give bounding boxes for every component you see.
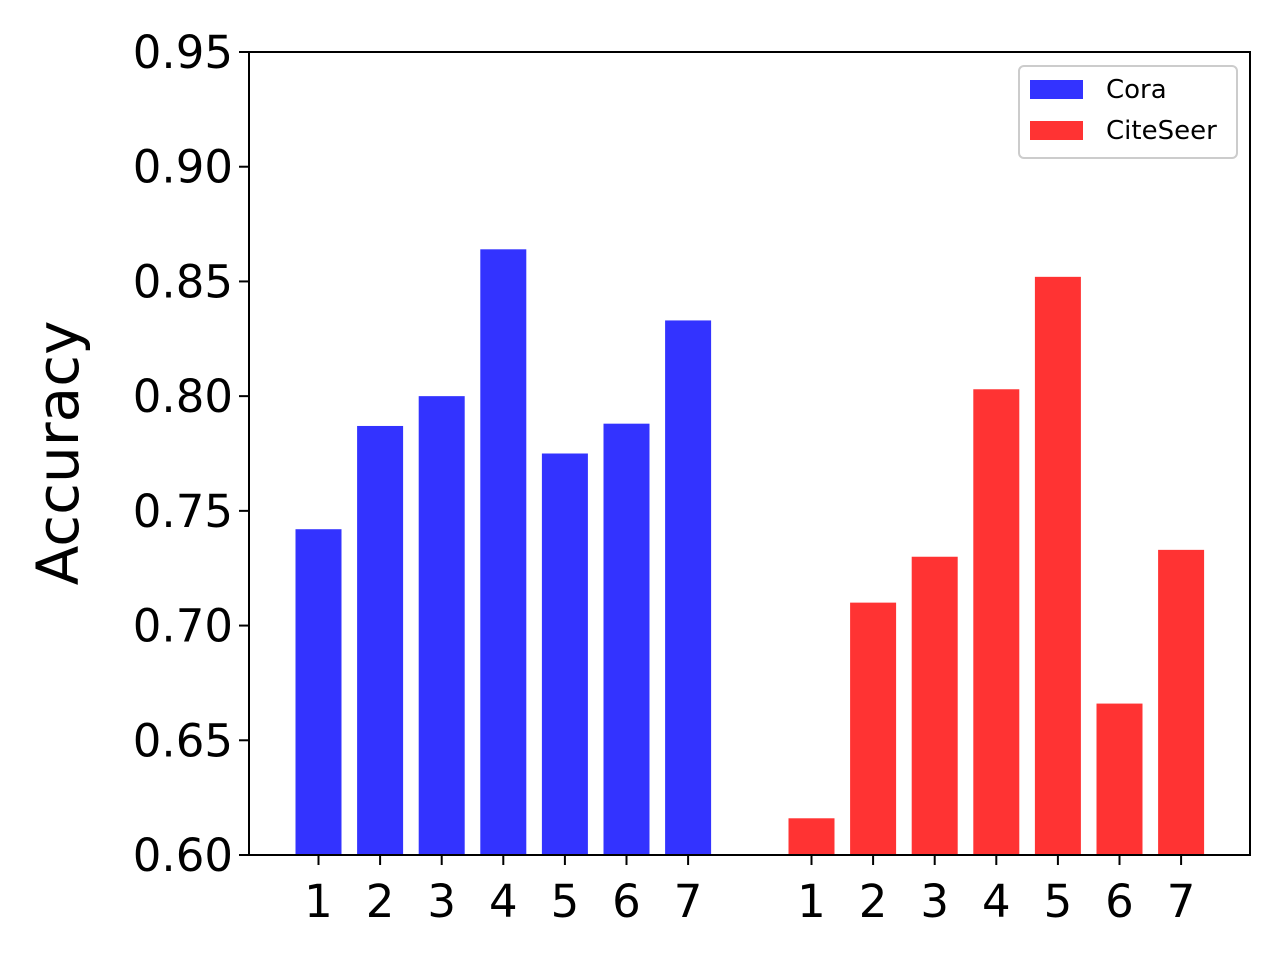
y-tick-label: 0.70 — [133, 600, 233, 653]
legend-label-cora: Cora — [1106, 75, 1167, 105]
y-axis-title: Accuracy — [24, 321, 92, 586]
bar-cora-6 — [603, 423, 650, 855]
legend-swatch-citeseer — [1030, 121, 1083, 140]
bars-layer — [295, 249, 1205, 856]
plot-frame — [248, 51, 1251, 856]
legend: Cora CiteSeer — [1018, 65, 1238, 159]
bar-citeseer-5 — [1034, 276, 1081, 856]
legend-label-citeseer: CiteSeer — [1106, 116, 1217, 146]
y-tick-label: 0.65 — [133, 714, 233, 767]
legend-swatch-cora — [1030, 80, 1083, 99]
x-tick-label: 5 — [1044, 875, 1073, 928]
bar-cora-1 — [295, 529, 342, 855]
bar-cora-4 — [480, 249, 527, 855]
y-tick-label: 0.90 — [133, 141, 233, 194]
bar-cora-5 — [541, 453, 588, 855]
bar-citeseer-3 — [911, 556, 958, 855]
bar-citeseer-2 — [850, 602, 897, 855]
bar-cora-7 — [665, 320, 712, 856]
bar-citeseer-1 — [788, 818, 835, 855]
y-tick-label: 0.75 — [133, 485, 233, 538]
x-tick-label: 1 — [797, 875, 826, 928]
x-tick-label: 2 — [859, 875, 888, 928]
x-tick-label: 6 — [1105, 875, 1134, 928]
x-tick-label: 3 — [920, 875, 949, 928]
x-tick-label: 5 — [551, 875, 580, 928]
bar-cora-2 — [357, 425, 404, 855]
x-tick-label: 4 — [982, 875, 1011, 928]
y-axis: 0.60 0.65 0.70 0.75 0.80 0.85 0.90 0.95 — [133, 26, 249, 882]
x-tick-label: 4 — [489, 875, 518, 928]
y-tick-label: 0.80 — [133, 370, 233, 423]
x-tick-label: 3 — [427, 875, 456, 928]
x-tick-label: 7 — [674, 875, 703, 928]
x-tick-label: 1 — [304, 875, 333, 928]
bar-cora-3 — [418, 396, 465, 855]
y-tick-label: 0.85 — [133, 255, 233, 308]
bar-citeseer-4 — [973, 389, 1020, 855]
x-tick-label: 2 — [366, 875, 395, 928]
x-tick-label: 6 — [612, 875, 641, 928]
bar-citeseer-7 — [1158, 549, 1205, 855]
y-tick-label: 0.95 — [133, 26, 233, 79]
x-tick-label: 7 — [1167, 875, 1196, 928]
y-tick-label: 0.60 — [133, 829, 233, 882]
bar-citeseer-6 — [1096, 703, 1143, 855]
